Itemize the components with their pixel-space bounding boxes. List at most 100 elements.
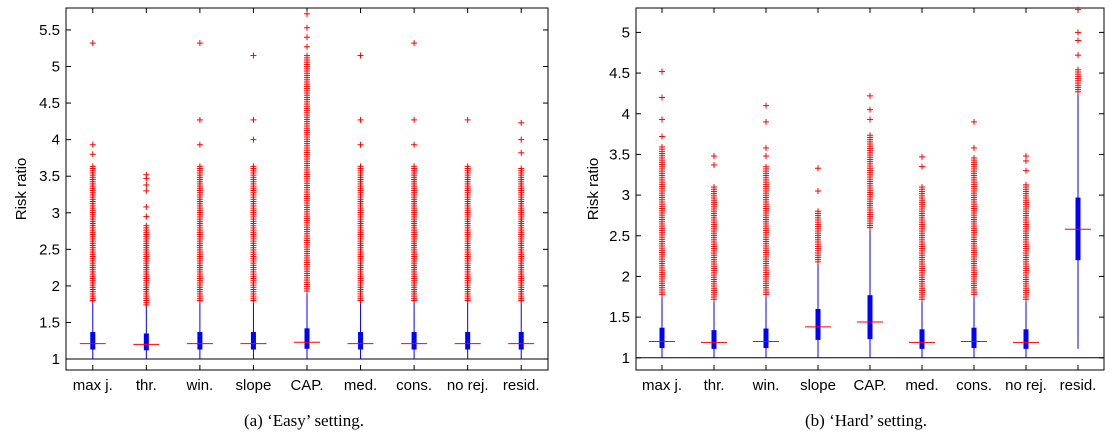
y-tick-label-easy-8: 5 xyxy=(52,59,60,76)
x-tick-label-hard-2: win. xyxy=(752,377,780,394)
y-tick-label-hard-0: 1 xyxy=(622,350,630,367)
outlier-hard-1-1 xyxy=(711,153,717,160)
y-tick-label-hard-8: 5 xyxy=(622,24,630,41)
outlier-easy-3-1 xyxy=(250,116,257,123)
outlier-hard-2-0 xyxy=(763,153,769,160)
x-tick-label-hard-0: max j. xyxy=(642,377,682,394)
outlier-easy-1-1 xyxy=(143,203,150,210)
box-easy-6 xyxy=(411,331,417,350)
outlier-hard-4-1 xyxy=(867,106,873,113)
outlier-easy-1-3 xyxy=(143,181,150,188)
outlier-hard-4-2 xyxy=(867,92,873,99)
box-hard-0 xyxy=(659,327,665,349)
x-tick-label-hard-5: med. xyxy=(905,377,938,394)
y-tick-label-easy-3: 2.5 xyxy=(39,241,60,258)
y-axis-label-hard: Risk ratio xyxy=(585,158,602,221)
outlier-hard-7-0 xyxy=(1023,167,1029,174)
outlier-hard-0-d67 xyxy=(659,143,665,150)
outlier-easy-7-0 xyxy=(464,116,471,123)
x-tick-label-hard-6: cons. xyxy=(956,377,992,394)
outlier-hard-7-d52 xyxy=(1023,181,1029,188)
outlier-hard-0-3 xyxy=(659,68,665,75)
x-tick-label-hard-7: no rej. xyxy=(1005,377,1047,394)
outlier-easy-1-0 xyxy=(143,213,150,220)
caption-hard: (b) ‘Hard’ setting. xyxy=(805,411,927,430)
outlier-hard-2-2 xyxy=(763,118,769,125)
x-tick-label-hard-1: thr. xyxy=(704,377,725,394)
y-tick-label-hard-6: 4 xyxy=(622,106,630,123)
x-tick-label-easy-4: CAP. xyxy=(290,377,323,394)
box-hard-7 xyxy=(1023,329,1029,349)
x-tick-label-hard-4: CAP. xyxy=(853,377,886,394)
outlier-hard-2-1 xyxy=(763,144,769,151)
outlier-easy-2-0 xyxy=(196,141,203,148)
outlier-easy-4-1 xyxy=(304,34,310,41)
outlier-hard-7-2 xyxy=(1023,153,1029,160)
outlier-easy-5-0 xyxy=(357,141,364,148)
x-tick-label-hard-8: resid. xyxy=(1060,377,1097,394)
outlier-easy-8-d60 xyxy=(518,165,525,172)
x-tick-label-easy-3: slope xyxy=(236,377,272,394)
outlier-easy-0-0 xyxy=(89,151,96,158)
outlier-hard-0-1 xyxy=(659,116,665,123)
x-tick-label-easy-8: resid. xyxy=(503,377,540,394)
outlier-hard-0-0 xyxy=(659,133,665,140)
y-tick-label-hard-5: 3.5 xyxy=(609,146,630,163)
x-tick-label-hard-3: slope xyxy=(800,377,836,394)
outlier-easy-0-2 xyxy=(89,40,96,47)
box-easy-8 xyxy=(518,331,524,350)
box-easy-4 xyxy=(304,328,310,349)
box-easy-0 xyxy=(90,331,96,350)
outlier-easy-3-d61 xyxy=(250,163,257,170)
outlier-easy-4-d107 xyxy=(304,52,310,59)
outlier-easy-6-0 xyxy=(411,141,418,148)
y-tick-label-hard-3: 2.5 xyxy=(609,228,630,245)
box-hard-1 xyxy=(711,330,717,349)
x-tick-label-easy-7: no rej. xyxy=(447,377,489,394)
chart-panel-easy: Risk ratio (a) ‘Easy’ setting. 1 1.5 2 2.5 3… xyxy=(13,7,549,430)
outlier-easy-5-2 xyxy=(357,52,364,59)
outlier-easy-8-0 xyxy=(518,149,525,156)
outlier-easy-1-2 xyxy=(143,187,150,194)
outlier-easy-1-5 xyxy=(143,171,150,178)
box-easy-1 xyxy=(143,333,149,351)
outlier-hard-2-d58 xyxy=(763,163,769,170)
box-hard-5 xyxy=(919,329,925,349)
outlier-easy-8-1 xyxy=(518,136,525,143)
y-tick-label-hard-4: 3 xyxy=(622,187,630,204)
chart-panel-hard: Risk ratio (b) ‘Hard’ setting. 1 1.5 2 2.5 3… xyxy=(585,6,1105,430)
outlier-hard-4-d42 xyxy=(867,132,873,139)
outlier-easy-4-3 xyxy=(304,10,310,17)
outlier-easy-2-2 xyxy=(196,40,203,47)
x-tick-label-easy-1: thr. xyxy=(136,377,157,394)
x-tick-label-easy-5: med. xyxy=(344,377,377,394)
box-easy-3 xyxy=(250,331,256,350)
caption-easy: (a) ‘Easy’ setting. xyxy=(244,411,364,430)
outlier-easy-4-0 xyxy=(304,43,310,50)
y-tick-label-easy-1: 1.5 xyxy=(39,314,60,331)
outlier-easy-2-d61 xyxy=(196,163,203,170)
outlier-easy-6-1 xyxy=(411,116,418,123)
box-hard-4 xyxy=(867,295,873,340)
outlier-hard-4-0 xyxy=(867,116,873,123)
x-tick-label-easy-0: max j. xyxy=(73,377,113,394)
y-tick-label-hard-7: 4.5 xyxy=(609,65,630,82)
outlier-hard-2-3 xyxy=(763,102,769,109)
outlier-hard-3-1 xyxy=(815,165,821,172)
outlier-hard-6-0 xyxy=(971,144,977,151)
x-tick-label-easy-2: win. xyxy=(186,377,214,394)
outlier-hard-1-d51 xyxy=(711,184,717,191)
outlier-easy-5-d61 xyxy=(357,163,364,170)
box-hard-2 xyxy=(763,328,769,349)
outlier-easy-7-d61 xyxy=(464,163,471,170)
y-tick-label-easy-4: 3 xyxy=(52,205,60,222)
outlier-hard-3-0 xyxy=(815,188,821,195)
outlier-easy-8-2 xyxy=(518,119,525,126)
outlier-hard-6-1 xyxy=(971,118,977,125)
outlier-hard-6-d62 xyxy=(971,154,977,161)
outlier-hard-5-1 xyxy=(919,153,925,160)
y-tick-label-hard-1: 1.5 xyxy=(609,309,630,326)
y-tick-label-easy-0: 1 xyxy=(52,351,60,368)
outlier-easy-6-d61 xyxy=(411,163,418,170)
